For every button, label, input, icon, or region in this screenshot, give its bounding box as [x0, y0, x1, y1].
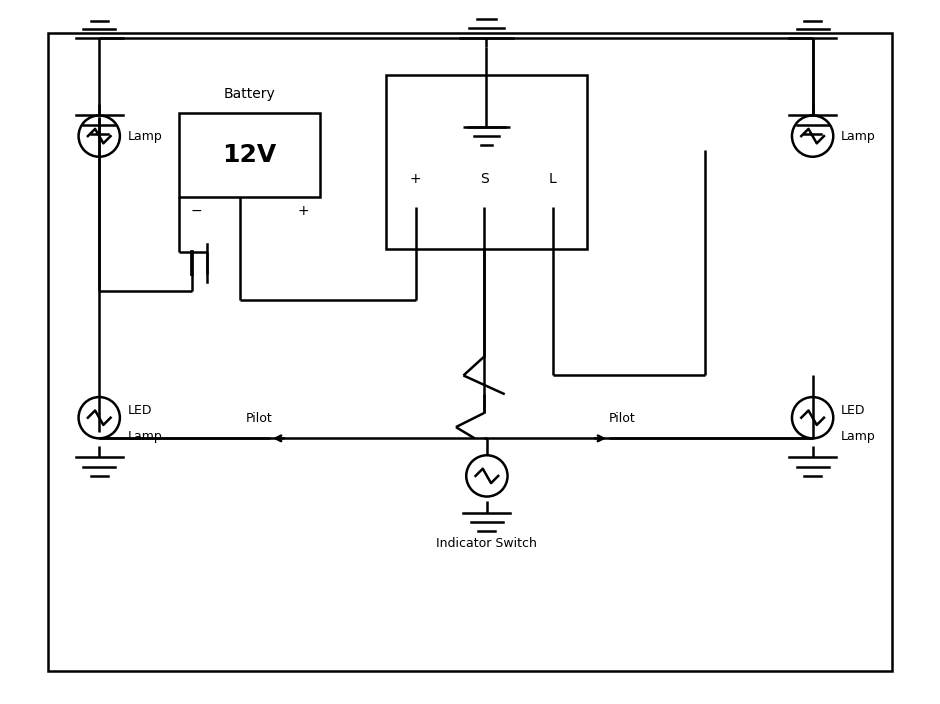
Text: LED: LED [128, 403, 152, 417]
Text: L: L [549, 172, 556, 186]
Text: +: + [297, 204, 308, 218]
Text: 12V: 12V [222, 143, 276, 167]
Bar [385, 75, 588, 249]
Text: LED: LED [840, 403, 866, 417]
Text: Indicator Switch: Indicator Switch [436, 537, 538, 550]
Text: −: − [190, 204, 202, 218]
Text: Pilot: Pilot [246, 413, 273, 425]
Text: Pilot: Pilot [609, 413, 635, 425]
Text: Lamp: Lamp [128, 130, 162, 143]
Text: S: S [479, 172, 489, 186]
Bar [179, 113, 320, 197]
Text: Battery: Battery [224, 87, 275, 101]
Text: Lamp: Lamp [840, 430, 875, 443]
Text: +: + [410, 172, 421, 186]
Text: Lamp: Lamp [840, 130, 875, 143]
Text: Lamp: Lamp [128, 430, 162, 443]
